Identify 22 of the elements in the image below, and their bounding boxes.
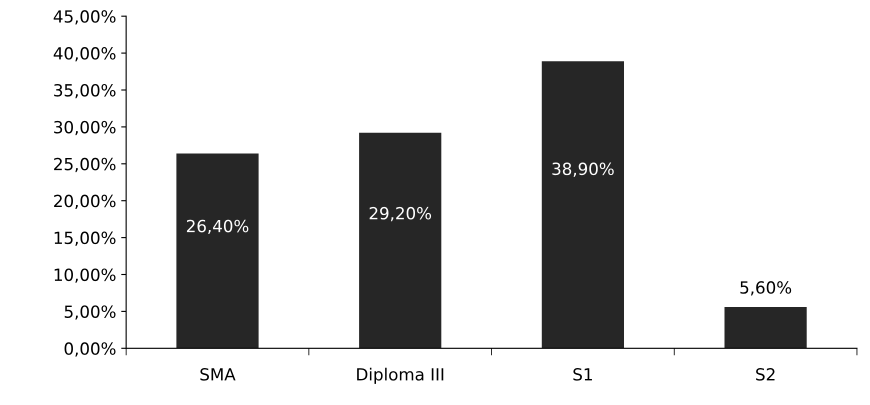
y-tick-label: 15,00% xyxy=(54,232,116,246)
data-label: 38,90% xyxy=(552,162,614,177)
x-tick-label: Diploma III xyxy=(357,368,444,384)
bar xyxy=(176,153,259,348)
y-tick-label: 10,00% xyxy=(54,268,116,283)
y-tick-label: 25,00% xyxy=(54,158,116,172)
x-tick-label: S2 xyxy=(756,368,775,381)
data-label: 26,40% xyxy=(186,220,248,234)
y-tick-label: 20,00% xyxy=(54,194,116,209)
y-tick-label: 40,00% xyxy=(54,47,116,62)
x-tick-label: SMA xyxy=(200,368,236,381)
data-label: 5,60% xyxy=(740,281,792,296)
y-tick-label: 5,00% xyxy=(64,305,116,320)
bar xyxy=(724,306,807,348)
y-tick-label: 45,00% xyxy=(54,10,116,24)
y-tick-label: 35,00% xyxy=(54,84,116,98)
y-tick-label: 30,00% xyxy=(54,120,116,136)
y-tick-label: 0,00% xyxy=(64,342,116,357)
bar xyxy=(542,61,624,348)
bar xyxy=(359,132,442,348)
data-label: 29,20% xyxy=(370,206,432,222)
x-tick-label: S1 xyxy=(573,368,592,381)
